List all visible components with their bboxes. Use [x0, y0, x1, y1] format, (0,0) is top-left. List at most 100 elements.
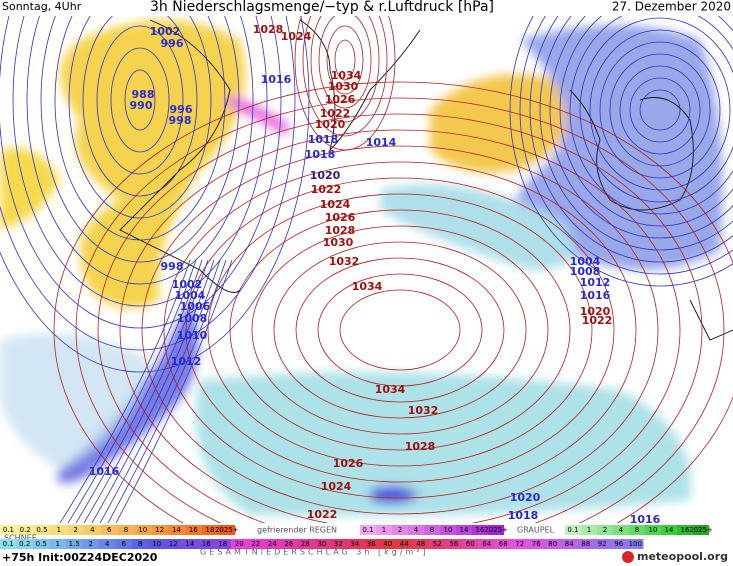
legend-swatch	[561, 539, 578, 549]
legend-step: 16	[202, 540, 211, 548]
legend-swatch	[613, 525, 629, 535]
legend-step: 26	[284, 540, 293, 548]
legend-swatch	[134, 525, 152, 535]
isobar	[119, 129, 681, 523]
isobar-label: 1032	[329, 255, 360, 268]
legend-step: 20	[235, 540, 244, 548]
isobar-label: 1016	[630, 513, 661, 526]
isobar-label: 1008	[177, 312, 208, 325]
isobar	[334, 39, 356, 81]
isobar	[67, 259, 197, 523]
legend-step: 0.5	[36, 526, 47, 534]
isobar-label: 1020	[580, 305, 611, 318]
isobar	[75, 97, 725, 523]
legend-step: 0.1	[567, 526, 578, 534]
legend-step: 18	[206, 526, 215, 534]
legend-step: 100	[629, 540, 642, 548]
isobar-label: 1024	[321, 480, 352, 493]
legend-swatch	[214, 539, 231, 549]
legend-step: 18	[218, 540, 227, 548]
isobar-label: 1014	[366, 136, 397, 149]
isobar	[619, 65, 701, 155]
legend-swatch	[50, 525, 68, 535]
isobar	[99, 259, 221, 523]
legend-step: 6	[107, 526, 112, 534]
legend-step: 8	[430, 526, 434, 534]
legend-swatch	[0, 539, 17, 549]
isobar-label: 1028	[325, 224, 356, 237]
isobar	[107, 259, 227, 523]
legend-swatch	[313, 539, 330, 549]
legend-swatch	[100, 525, 118, 535]
isobar-label: 998	[161, 260, 184, 273]
legend-swatch	[565, 525, 581, 535]
legend-swatch	[511, 539, 528, 549]
isobar	[83, 259, 209, 523]
legend-step: 72	[515, 540, 524, 548]
legend-step: 2	[603, 526, 607, 534]
legend-step: 24	[268, 540, 277, 548]
legend-step: 8	[138, 540, 142, 548]
isobar-label: 1024	[281, 30, 312, 43]
isobar-label: 1030	[323, 236, 354, 249]
legend-swatch	[392, 525, 408, 535]
legend-step: 48	[416, 540, 425, 548]
legend-swatch	[594, 539, 611, 549]
isobar	[509, 16, 733, 287]
isobar-label: 996	[170, 103, 193, 116]
legend-swatch	[544, 539, 561, 549]
legend-step: 1	[587, 526, 591, 534]
legend-step: 22	[251, 540, 260, 548]
isobar-label: 1020	[315, 118, 346, 131]
legend-swatch	[66, 539, 83, 549]
isobar-label: 1016	[261, 73, 292, 86]
legend-swatch	[661, 525, 677, 535]
legend-swatch	[472, 525, 488, 535]
isobar	[68, 16, 212, 219]
isobar	[26, 16, 254, 285]
isobar-label: 1018	[308, 133, 339, 146]
legend-swatch	[627, 539, 644, 549]
isobar	[0, 16, 282, 329]
isobar	[82, 16, 198, 197]
isobar-label: 1022	[320, 107, 351, 120]
legend-step: 2025+	[484, 526, 508, 534]
legend-swatch	[379, 539, 396, 549]
isobar	[185, 177, 615, 483]
legend-step: 12	[169, 540, 178, 548]
legend-swatch	[280, 539, 297, 549]
legend-step: 0.1	[362, 526, 373, 534]
isobar	[91, 259, 215, 523]
isobar-label: 1034	[352, 280, 383, 293]
legend-swatch	[115, 539, 132, 549]
legend-step: 8	[124, 526, 128, 534]
isobar	[639, 89, 681, 131]
isobar-label: 1004	[175, 289, 206, 302]
isobar	[529, 16, 733, 263]
isobar	[294, 16, 396, 151]
legend-swatch	[148, 539, 165, 549]
legend-step: 92	[598, 540, 607, 548]
legend-step: 76	[532, 540, 541, 548]
legend-step: 0.1	[3, 540, 14, 548]
legend-swatch	[495, 539, 512, 549]
isobar-label: 1020	[510, 491, 541, 504]
isobar	[141, 145, 659, 515]
isobar	[589, 29, 731, 191]
legend-swatch	[16, 539, 33, 549]
legend-step: 16	[476, 526, 485, 534]
isobar	[326, 25, 364, 95]
legend-step: 1	[382, 526, 386, 534]
isobar	[629, 77, 691, 143]
legend-step: 2025+	[689, 526, 713, 534]
legend-step: 10	[649, 526, 658, 534]
legend-step: 2	[398, 526, 402, 534]
legend-step: 68	[499, 540, 508, 548]
legend-swatch	[645, 525, 661, 535]
isobar-label: 1028	[405, 440, 436, 453]
isobar-label: 1034	[331, 69, 362, 82]
isobar	[124, 69, 156, 131]
legend-swatch	[346, 539, 363, 549]
legend-swatch	[610, 539, 627, 549]
legend-step: 2025+	[215, 526, 239, 534]
